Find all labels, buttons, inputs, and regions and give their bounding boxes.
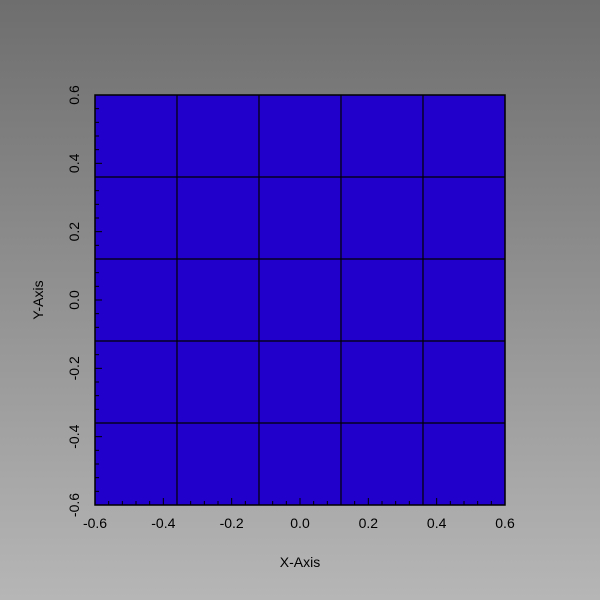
x-tick-label: -0.6 bbox=[83, 515, 107, 531]
y-tick-label: 0.6 bbox=[66, 85, 82, 105]
y-tick-label: -0.2 bbox=[66, 356, 82, 380]
x-tick-label: -0.4 bbox=[151, 515, 175, 531]
y-tick-label: -0.6 bbox=[66, 493, 82, 517]
x-tick-label: -0.2 bbox=[220, 515, 244, 531]
x-tick-label: 0.2 bbox=[359, 515, 379, 531]
y-tick-labels: -0.6 -0.4 -0.2 0.0 0.2 0.4 0.6 bbox=[66, 85, 82, 517]
x-tick-label: 0.4 bbox=[427, 515, 447, 531]
y-tick-label: 0.4 bbox=[66, 153, 82, 173]
y-tick-label: -0.4 bbox=[66, 424, 82, 448]
y-axis-label: Y-Axis bbox=[30, 280, 46, 319]
x-axis-label: X-Axis bbox=[280, 554, 320, 570]
ticks bbox=[94, 94, 506, 506]
x-tick-label: 0.0 bbox=[290, 515, 310, 531]
plot-area bbox=[95, 95, 505, 505]
y-tick-label: 0.2 bbox=[66, 222, 82, 242]
y-tick-label: 0.0 bbox=[66, 290, 82, 310]
grid bbox=[94, 94, 506, 506]
x-tick-label: 0.6 bbox=[495, 515, 515, 531]
x-tick-labels: -0.6 -0.4 -0.2 0.0 0.2 0.4 0.6 bbox=[83, 515, 515, 531]
